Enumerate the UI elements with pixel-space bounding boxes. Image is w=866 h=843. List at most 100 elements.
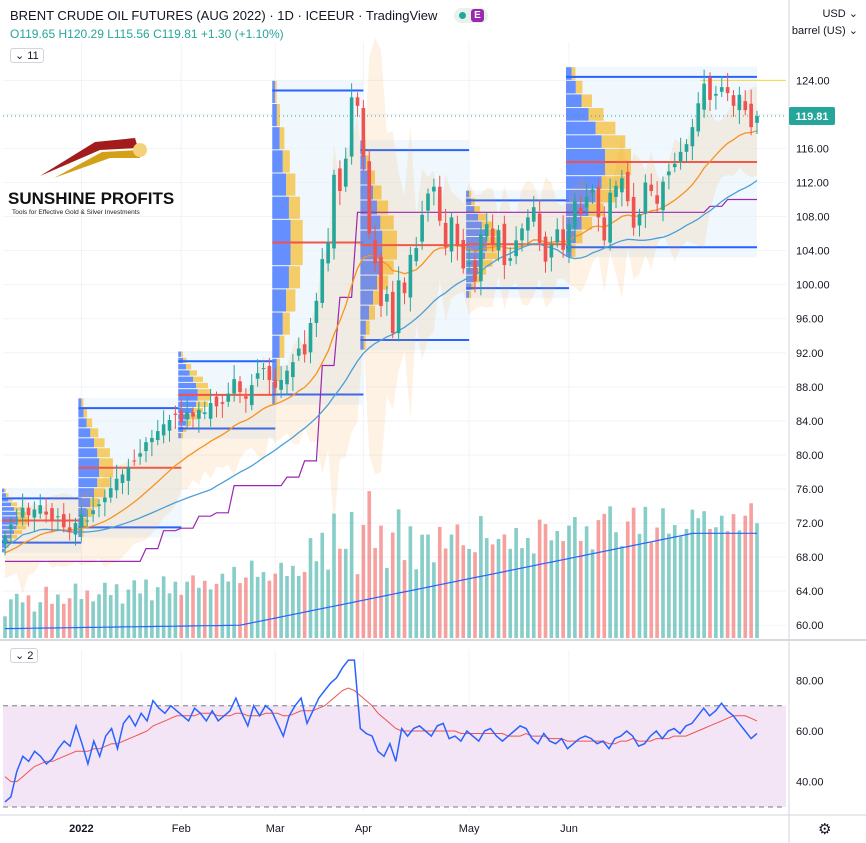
candle-body bbox=[502, 223, 507, 266]
candle-body bbox=[126, 466, 131, 481]
x-tick-label: Apr bbox=[355, 823, 372, 835]
volume-bar bbox=[484, 538, 489, 638]
candle-body bbox=[73, 523, 78, 535]
volume-bar bbox=[150, 600, 154, 638]
profile-row bbox=[272, 289, 287, 312]
candle-body bbox=[749, 103, 753, 128]
volume-bar bbox=[349, 511, 354, 638]
candle-body bbox=[537, 213, 542, 243]
volume-bar bbox=[396, 509, 401, 638]
status-pill[interactable]: E bbox=[454, 8, 488, 23]
profile-row bbox=[4, 488, 6, 493]
profile-row bbox=[466, 229, 486, 236]
candle-body bbox=[44, 511, 48, 515]
candle-body bbox=[320, 259, 325, 303]
volume-bar bbox=[20, 602, 25, 638]
candle-body bbox=[185, 412, 189, 420]
volume-bar bbox=[614, 532, 618, 638]
candle-body bbox=[555, 229, 560, 243]
settings-icon[interactable]: ⚙ bbox=[818, 821, 832, 838]
candle-body bbox=[220, 402, 225, 404]
candle-body bbox=[549, 244, 554, 258]
candle-body bbox=[61, 514, 66, 528]
volume-bar bbox=[308, 538, 313, 638]
volume-bar bbox=[355, 574, 360, 638]
candle-body bbox=[103, 497, 107, 503]
profile-row bbox=[178, 395, 198, 401]
volume-bar bbox=[120, 603, 125, 638]
candle-body bbox=[443, 222, 448, 248]
high-value: H120.29 bbox=[58, 27, 104, 41]
rsi-line bbox=[4, 659, 758, 803]
profile-row bbox=[78, 468, 100, 478]
rsi-indicators-toggle[interactable]: ⌄ 2 bbox=[10, 648, 39, 663]
profile-row bbox=[478, 213, 487, 221]
candle-body bbox=[408, 254, 413, 298]
profile-row bbox=[605, 148, 632, 162]
profile-row bbox=[466, 190, 470, 198]
x-tick-label: 2022 bbox=[69, 823, 93, 835]
unit-selector[interactable]: barrel (US) ⌄ bbox=[791, 25, 858, 37]
candle-body bbox=[114, 478, 119, 491]
candle-body bbox=[649, 184, 654, 191]
profile-row bbox=[181, 351, 183, 357]
candle-body bbox=[561, 229, 565, 250]
y-tick-label: 64.00 bbox=[796, 586, 824, 598]
candle-body bbox=[719, 87, 724, 92]
candle-body bbox=[531, 207, 536, 222]
candle-body bbox=[273, 380, 278, 388]
profile-row bbox=[566, 108, 589, 121]
candle-body bbox=[449, 217, 454, 252]
volume-bar bbox=[514, 528, 518, 638]
main-indicators-toggle[interactable]: ⌄ 11 bbox=[10, 48, 44, 63]
profile-row bbox=[566, 162, 606, 176]
currency-selector[interactable]: USD ⌄ bbox=[822, 8, 858, 20]
volume-bar bbox=[432, 562, 436, 638]
candle-body bbox=[332, 174, 336, 249]
candle-body bbox=[743, 101, 748, 111]
profile-row bbox=[466, 206, 475, 213]
ohlc-readout: O119.65 H120.29 L115.56 C119.81 +1.30 (+… bbox=[10, 27, 284, 41]
profile-row bbox=[274, 80, 277, 103]
unit-label: barrel (US) bbox=[791, 25, 846, 37]
profile-row bbox=[11, 534, 18, 539]
candle-body bbox=[543, 236, 548, 262]
volume-bar bbox=[214, 583, 219, 638]
y-tick-label: 124.00 bbox=[796, 75, 830, 87]
candle-body bbox=[731, 95, 736, 106]
volume-bar bbox=[14, 593, 19, 638]
profile-row bbox=[83, 408, 88, 418]
candle-body bbox=[379, 256, 383, 306]
profile-row bbox=[272, 243, 291, 266]
profile-row bbox=[382, 230, 397, 245]
candle-body bbox=[708, 77, 712, 100]
volume-bar bbox=[202, 580, 207, 638]
candle-body bbox=[455, 223, 460, 247]
volume-bar bbox=[390, 532, 395, 638]
volume-bar bbox=[725, 531, 730, 638]
indicator-count: 11 bbox=[27, 50, 39, 62]
candle-body bbox=[326, 242, 330, 264]
volume-bar bbox=[220, 573, 225, 638]
candle-body bbox=[296, 348, 301, 356]
profile-row bbox=[282, 312, 290, 335]
candle-body bbox=[338, 168, 342, 191]
rsi-signal-line bbox=[4, 687, 758, 783]
volume-bar bbox=[67, 598, 72, 638]
profile-row bbox=[78, 438, 95, 448]
profile-row bbox=[2, 530, 15, 534]
volume-bar bbox=[155, 587, 160, 638]
profile-row bbox=[8, 497, 13, 502]
candle-body bbox=[167, 420, 172, 431]
volume-bar bbox=[637, 533, 642, 638]
y-tick-label: 96.00 bbox=[796, 314, 824, 326]
volume-bar bbox=[620, 546, 624, 638]
event-badge[interactable]: E bbox=[471, 9, 484, 22]
rsi-tick-label: 60.00 bbox=[796, 726, 824, 738]
profile-row bbox=[78, 458, 100, 468]
profile-row bbox=[90, 428, 99, 438]
y-tick-label: 72.00 bbox=[796, 518, 824, 530]
candle-body bbox=[314, 300, 319, 323]
profile-row bbox=[2, 521, 18, 525]
